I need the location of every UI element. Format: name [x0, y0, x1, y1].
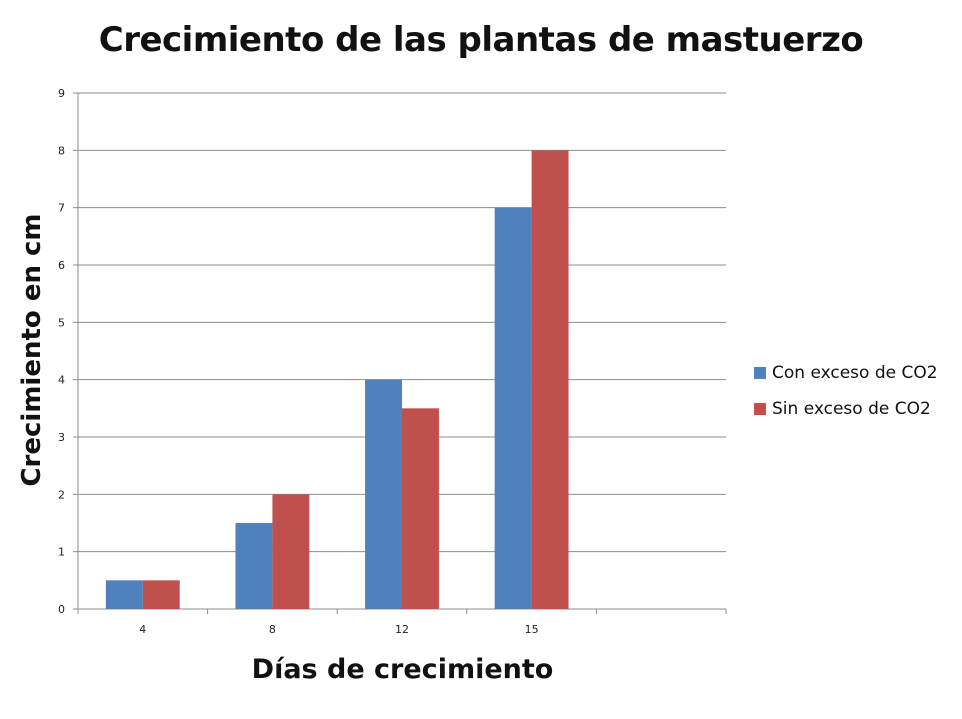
legend: Con exceso de CO2 Sin exceso de CO2 [754, 362, 938, 434]
bar-con-co2 [235, 523, 273, 609]
y-tick-label: 8 [58, 144, 65, 157]
legend-label-con: Con exceso de CO2 [772, 363, 938, 383]
x-tick-label: 4 [139, 623, 146, 636]
x-tick-label: 8 [269, 623, 276, 636]
bar-sin-co2 [142, 580, 180, 609]
x-axis-label: Días de crecimiento [251, 654, 554, 685]
bar-sin-co2 [402, 408, 439, 609]
y-tick-label: 6 [58, 259, 65, 272]
y-tick-label: 5 [58, 316, 65, 329]
bar-con-co2 [105, 580, 143, 609]
bar-sin-co2 [531, 150, 569, 610]
chart-title: Crecimiento de las plantas de mastuerzo [98, 20, 864, 60]
y-tick-label: 1 [58, 546, 65, 559]
y-tick-label: 2 [58, 488, 65, 501]
bar-sin-co2 [272, 494, 310, 609]
y-tick-label: 9 [58, 87, 65, 100]
legend-item-con: Con exceso de CO2 [754, 362, 938, 384]
x-tick-label: 12 [395, 623, 409, 636]
legend-swatch-sin [754, 403, 766, 415]
x-tick-label: 15 [525, 623, 539, 636]
y-tick-label: 7 [58, 202, 65, 215]
y-tick-label: 4 [58, 374, 65, 387]
bar-con-co2 [365, 379, 402, 609]
legend-item-sin: Sin exceso de CO2 [754, 398, 938, 420]
legend-label-sin: Sin exceso de CO2 [772, 399, 931, 419]
y-tick-label: 0 [58, 603, 65, 616]
bar-con-co2 [494, 207, 532, 609]
y-tick-label: 3 [58, 431, 65, 444]
legend-swatch-con [754, 367, 766, 379]
